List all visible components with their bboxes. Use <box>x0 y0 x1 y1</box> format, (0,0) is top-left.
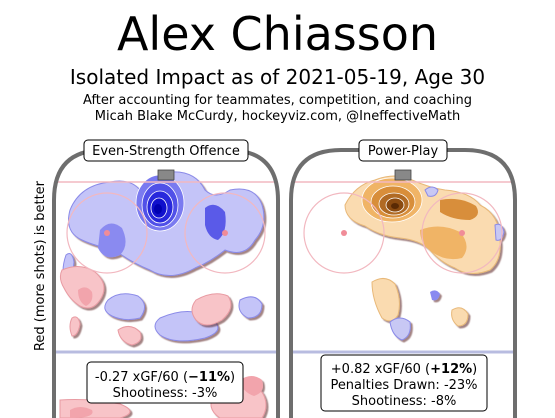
rink-markings-left <box>54 169 278 354</box>
chart-subtitle: Isolated Impact as of 2021-05-19, Age 30 <box>69 65 486 89</box>
stat-xgf-ev: -0.27 xGF/60 (−11%) <box>95 370 235 385</box>
stat-penalties-pp: Penalties Drawn: -23% <box>330 378 477 393</box>
chart-title: Alex Chiasson <box>116 7 439 61</box>
ev-positive-region <box>59 266 267 418</box>
ev-negative-core <box>135 174 185 232</box>
panel-power-play: Power-Play +0.82 xGF/60 (+12%) Penalties… <box>289 139 517 418</box>
panel-title-box-ev <box>83 139 249 162</box>
stat-shootiness-pp: Shootiness: -8% <box>352 394 457 409</box>
panel-title-ev: Even-Strength Offence <box>92 144 240 159</box>
pp-positive-core <box>361 177 423 223</box>
panel-title-pp: Power-Play <box>368 144 439 159</box>
stat-xgf-pp: +0.82 xGF/60 (+12%) <box>331 362 477 377</box>
panel-title-box-pp <box>358 139 448 162</box>
panel-even-strength: Even-Strength Offence -0.27 xGF/60 (−11%… <box>52 139 280 418</box>
chart-note-credit: Micah Blake McCurdy, hockeyviz.com, @Ine… <box>94 109 461 124</box>
chart-note-adjustment: After accounting for teammates, competit… <box>83 93 472 108</box>
stat-shootiness-ev: Shootiness: -3% <box>113 386 218 401</box>
stat-box-pp <box>320 354 488 412</box>
stat-box-ev <box>86 361 244 404</box>
rink-markings-right <box>291 169 515 354</box>
